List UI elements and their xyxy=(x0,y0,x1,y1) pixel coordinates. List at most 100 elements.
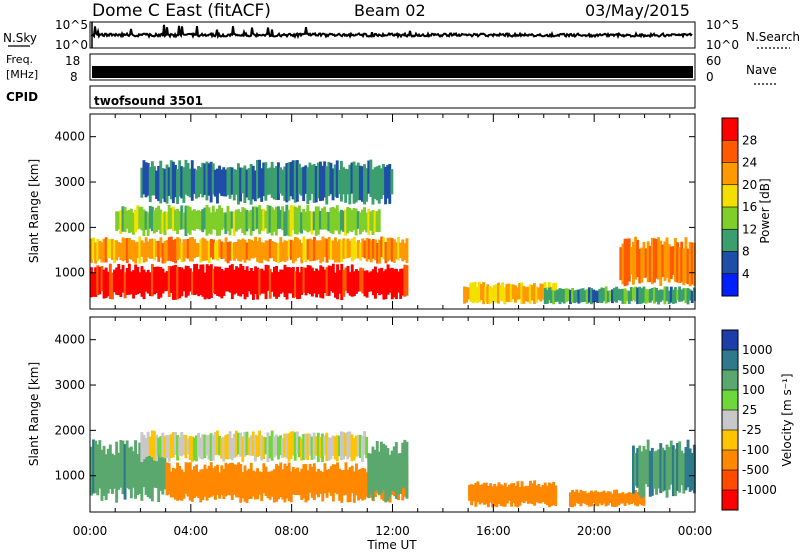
range-gate-cell xyxy=(106,448,110,494)
range-gate-cell xyxy=(300,468,304,500)
range-gate-cell xyxy=(528,284,532,304)
range-gate-cell xyxy=(367,208,371,235)
range-gate-cell xyxy=(587,287,591,303)
range-gate-cell xyxy=(151,238,154,259)
range-gate-cell xyxy=(199,437,203,459)
range-gate-cell xyxy=(270,207,274,236)
range-gate-cell xyxy=(469,282,473,302)
range-gate-cell xyxy=(314,166,318,203)
nsearch-tick-high: 10^5 xyxy=(706,18,739,32)
range-gate-cell xyxy=(617,493,621,506)
power-colorbar-swatch xyxy=(722,251,738,275)
range-gate-cell xyxy=(494,284,498,303)
range-gate-cell xyxy=(397,236,400,261)
range-gate-cell xyxy=(153,238,156,261)
range-gate-cell xyxy=(295,207,299,235)
range-gate-cell xyxy=(207,465,211,498)
range-gate-cell xyxy=(541,485,545,502)
range-gate-cell xyxy=(296,467,299,495)
range-gate-cell xyxy=(163,168,167,203)
range-gate-cell xyxy=(279,435,282,456)
range-gate-cell xyxy=(537,287,541,300)
range-gate-cell xyxy=(163,436,167,459)
range-gate-cell xyxy=(207,240,211,263)
range-gate-cell xyxy=(684,447,688,491)
range-gate-cell xyxy=(159,209,163,234)
range-gate-cell xyxy=(211,163,215,195)
range-gate-cell xyxy=(655,238,658,279)
range-gate-cell xyxy=(596,491,600,507)
range-gate-cell xyxy=(123,444,127,500)
range-gate-cell xyxy=(205,264,209,299)
range-gate-cell xyxy=(239,464,243,503)
power-colorbar-tick-label: 4 xyxy=(742,267,750,281)
range-gate-cell xyxy=(348,164,352,205)
range-gate-cell xyxy=(211,468,215,496)
range-gate-cell xyxy=(226,434,230,460)
range-gate-cell xyxy=(277,206,280,229)
range-gate-cell xyxy=(495,486,499,508)
range-gate-cell xyxy=(650,237,654,285)
range-gate-cell xyxy=(661,289,665,301)
range-gate-cell xyxy=(281,437,285,459)
range-gate-cell xyxy=(191,271,194,295)
range-gate-cell xyxy=(163,241,167,264)
range-gate-cell xyxy=(313,236,316,261)
range-gate-cell xyxy=(140,240,144,257)
range-gate-cell xyxy=(663,241,667,281)
range-gate-cell xyxy=(266,471,270,499)
range-gate-cell xyxy=(488,286,492,304)
range-gate-cell xyxy=(386,448,390,501)
range-gate-cell xyxy=(245,169,249,198)
range-gate-cell xyxy=(224,237,228,262)
velocity-colorbar-tick-label: -500 xyxy=(742,463,769,477)
range-gate-cell xyxy=(285,163,289,203)
range-gate-cell xyxy=(136,205,140,230)
range-gate-cell xyxy=(340,470,344,503)
range-gate-cell xyxy=(279,209,282,229)
range-gate-cell xyxy=(304,165,308,194)
range-gate-cell xyxy=(157,240,161,262)
range-gate-cell xyxy=(163,272,167,292)
range-gate-cell xyxy=(640,288,644,304)
range-gate-cell xyxy=(514,285,517,303)
range-gate-cell xyxy=(161,168,165,199)
range-gate-cell xyxy=(121,206,125,232)
range-gate-cell xyxy=(386,264,390,295)
range-gate-cell xyxy=(352,471,356,503)
range-gate-cell xyxy=(151,264,154,297)
range-gate-cell xyxy=(291,431,295,456)
nsky-label: N.Sky xyxy=(3,31,37,45)
range-gate-cell xyxy=(169,434,173,458)
range-gate-cell xyxy=(638,492,642,504)
range-gate-cell xyxy=(249,164,253,205)
range-gate-cell xyxy=(340,240,344,262)
range-gate-cell xyxy=(308,265,312,295)
range-gate-cell xyxy=(192,209,196,231)
range-gate-cell xyxy=(272,209,276,232)
range-gate-cell xyxy=(575,289,579,303)
range-gate-cell xyxy=(302,236,306,260)
range-gate-cell xyxy=(501,485,505,507)
range-gate-cell xyxy=(306,204,310,233)
range-gate-cell xyxy=(392,239,396,263)
range-gate-cell xyxy=(252,271,255,300)
range-gate-cell xyxy=(277,242,281,264)
nave-label: Nave xyxy=(746,63,777,77)
velocity-colorbar-swatch xyxy=(722,370,738,391)
range-gate-cell xyxy=(262,436,266,459)
range-gate-cell xyxy=(144,451,148,495)
data-region-7 xyxy=(632,439,696,498)
range-gate-cell xyxy=(632,490,635,503)
range-gate-cell xyxy=(516,287,519,300)
range-gate-cell xyxy=(201,209,205,233)
range-gate-cell xyxy=(157,437,161,456)
range-gate-cell xyxy=(501,282,505,302)
range-gate-cell xyxy=(134,264,138,295)
range-gate-cell xyxy=(304,211,308,231)
range-gate-cell xyxy=(321,165,324,201)
range-gate-cell xyxy=(155,450,158,488)
range-gate-cell xyxy=(134,242,138,264)
range-gate-cell xyxy=(543,288,547,305)
range-gate-cell xyxy=(659,289,663,302)
